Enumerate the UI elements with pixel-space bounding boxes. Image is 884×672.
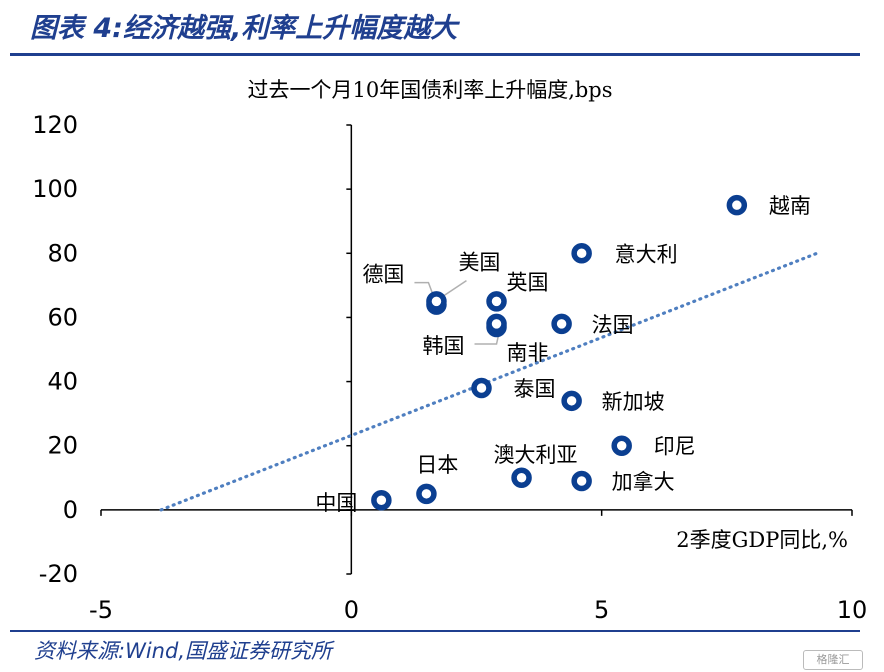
point-marker xyxy=(611,435,632,456)
chart-axes xyxy=(100,124,853,575)
tick-labels-layer: 120 100 80 60 40 20 0 -20 -5 0 5 10 xyxy=(32,111,867,624)
y-tick-label: 80 xyxy=(47,239,78,267)
y-tick-label: -20 xyxy=(39,560,78,588)
data-points-layer xyxy=(371,194,748,511)
point-marker xyxy=(416,483,437,505)
point-marker xyxy=(486,291,507,312)
point-label: 韩国 xyxy=(423,334,465,358)
point-marker xyxy=(561,390,582,412)
point-label: 法国 xyxy=(592,313,634,337)
point-label: 南非 xyxy=(507,341,549,365)
x-axis-title: 2季度GDP同比,% xyxy=(676,528,848,552)
point-label: 越南 xyxy=(769,194,811,218)
x-tick-label: 0 xyxy=(344,596,359,624)
point-marker xyxy=(571,470,592,492)
source-note: 资料来源:Wind,国盛证券研究所 xyxy=(34,639,332,663)
y-tick-label: 60 xyxy=(47,303,78,331)
point-label: 加拿大 xyxy=(612,470,675,494)
point-label: 美国 xyxy=(458,250,500,274)
y-tick-label: 0 xyxy=(63,496,78,524)
x-tick-label: -5 xyxy=(89,596,113,624)
point-label: 中国 xyxy=(315,491,357,515)
point-marker xyxy=(471,377,492,399)
watermark-logo: 格隆汇 xyxy=(803,650,863,670)
bottom-divider xyxy=(10,630,860,632)
point-label: 意大利 xyxy=(615,242,678,266)
leader-line xyxy=(474,334,500,345)
y-tick-label: 20 xyxy=(47,432,78,460)
y-tick-label: 120 xyxy=(32,111,78,139)
point-label: 德国 xyxy=(362,263,404,287)
point-label: 澳大利亚 xyxy=(494,443,578,467)
y-tick-label: 40 xyxy=(47,368,78,396)
point-label: 印尼 xyxy=(654,435,696,459)
point-marker xyxy=(511,467,532,489)
point-marker xyxy=(726,194,748,216)
point-marker xyxy=(371,489,392,511)
point-marker xyxy=(551,313,572,335)
x-tick-label: 5 xyxy=(594,596,609,624)
point-marker xyxy=(426,291,447,312)
x-tick-label: 10 xyxy=(837,596,868,624)
y-tick-label: 100 xyxy=(32,175,78,203)
top-divider xyxy=(10,53,860,56)
point-label: 泰国 xyxy=(514,377,556,401)
point-marker xyxy=(486,313,507,335)
point-label: 新加坡 xyxy=(602,390,665,414)
point-label: 日本 xyxy=(416,453,458,477)
point-marker xyxy=(571,243,592,264)
leader-line xyxy=(442,279,467,298)
y-axis-title: 过去一个月10年国债利率上升幅度,bps xyxy=(247,78,612,102)
point-label: 英国 xyxy=(507,270,549,294)
figure-title: 图表 4:经济越强,利率上升幅度越大 xyxy=(30,13,458,44)
